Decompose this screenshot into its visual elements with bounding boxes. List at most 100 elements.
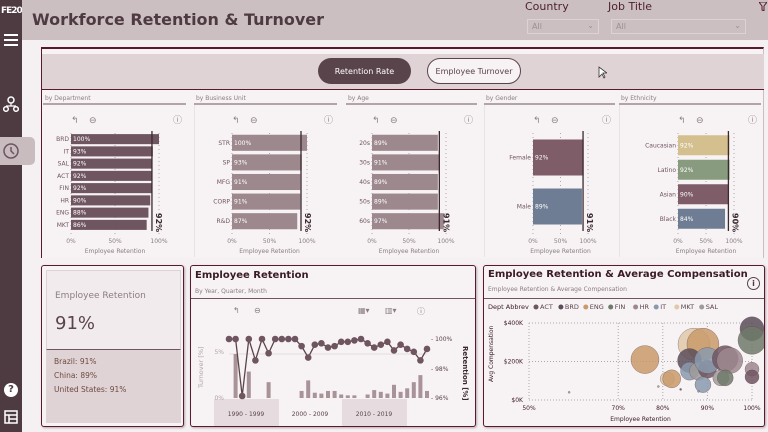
kpi-title: Employee Retention <box>55 291 146 301</box>
turnover-bar <box>425 390 429 398</box>
x-tick-label: 0% <box>66 238 76 245</box>
bar <box>232 193 301 210</box>
y-right-tick: - 96% <box>431 395 449 402</box>
kpi-card: Employee Retention 91% Brazil: 91% China… <box>41 265 184 427</box>
category-label: SP <box>223 159 231 166</box>
legend-label: SAL <box>706 303 719 311</box>
y-tick-label: $200K <box>504 359 524 366</box>
bar-chart-by-age: by Age ↰ ⊖ ⓘ 0% 50% 100% 20s 89% 30s 91% 40s 89% 50s 8… <box>346 95 477 255</box>
help-icon: ⓘ <box>173 115 182 126</box>
x-axis-title: Employee Retention <box>239 248 300 255</box>
employee-turnover-button[interactable]: Employee Turnover <box>427 58 521 84</box>
zoom-out-icon: ⊖ <box>89 116 97 126</box>
turnover-bar <box>345 395 350 398</box>
zoom-out-icon[interactable]: ⊖ <box>254 306 261 315</box>
x-tick-label: 50% <box>554 238 568 245</box>
legend-label: ACT <box>540 303 553 311</box>
bubble-hr <box>716 347 743 374</box>
y-left-tick: 0% <box>214 395 224 402</box>
x-tick-label: 0% <box>367 238 377 245</box>
x-tick-label: 50% <box>522 405 536 412</box>
help-icon[interactable]: ? <box>4 383 18 397</box>
toggle-bar: Retention Rate Employee Turnover <box>42 54 764 90</box>
kpi-country-brazil: Brazil: 91% <box>54 357 97 366</box>
clear-filter-icon[interactable] <box>759 2 767 11</box>
chart-type-icon[interactable]: ▥▾ <box>385 306 397 315</box>
data-label: 90% <box>73 197 87 204</box>
turnover-bar <box>299 390 304 398</box>
legend-label: ENG <box>590 303 604 311</box>
category-label: 60s <box>359 218 370 225</box>
data-label: 89% <box>535 204 549 211</box>
bar <box>71 134 159 145</box>
x-axis-title: Employee Retention <box>379 248 440 255</box>
bubble-it <box>694 376 712 393</box>
turnover-bar <box>312 392 317 398</box>
category-label: ENG <box>56 210 69 217</box>
data-label: 93% <box>73 148 87 155</box>
legend-label: FIN <box>615 303 626 311</box>
category-label: MFG <box>217 179 231 186</box>
average-label: 92% <box>303 213 312 232</box>
y-right-tick: - 100% <box>431 336 453 343</box>
retention-rate-button[interactable]: Retention Rate <box>318 58 411 84</box>
info-icon[interactable]: i <box>747 277 760 290</box>
bar-chart-by-business-unit: by Business Unit ↰ ⊖ ⓘ 0% 50% 100% STR 100% SP 93%… <box>194 95 337 257</box>
category-label: IT <box>64 148 70 155</box>
drill-up-icon[interactable]: ↰ <box>233 306 240 315</box>
retention-point <box>232 335 239 343</box>
data-label: 89% <box>374 179 388 186</box>
category-label: 20s <box>359 140 370 147</box>
kpi-country-china: China: 89% <box>54 371 98 380</box>
retention-point <box>357 335 365 343</box>
retention-point <box>238 392 246 400</box>
bubble-fin <box>717 369 734 387</box>
zoom-out-icon: ⊖ <box>551 116 559 126</box>
help-icon: ⓘ <box>602 115 611 126</box>
y-right-title: Retention [%] <box>461 346 469 401</box>
retention-point <box>351 337 358 344</box>
category-label: Caucasian <box>645 142 676 149</box>
page-title: Workforce Retention & Turnover <box>32 10 325 29</box>
sidebar: FE20 ? <box>0 0 35 432</box>
data-label: 93% <box>234 159 248 166</box>
retention-point <box>258 335 266 343</box>
scatter-chart: Dept Abbrev ACT BRD ENG FIN HR IT MKT SAL Avg Com… <box>488 303 764 423</box>
retention-point <box>318 339 325 347</box>
turnover-bar <box>365 394 370 398</box>
legend-label: IT <box>660 303 666 311</box>
bar <box>372 193 438 210</box>
bar <box>533 188 582 225</box>
country-value: All <box>532 22 542 31</box>
sidebar-item-history[interactable] <box>0 137 35 165</box>
turnover-bar <box>385 393 390 398</box>
x-tick-label: 0% <box>528 238 538 245</box>
x-tick-label: 80% <box>656 405 670 412</box>
period-label: 2000 - 2009 <box>292 411 329 418</box>
bar <box>71 158 152 169</box>
job-title-dropdown[interactable]: All ⌄ <box>611 19 746 34</box>
turnover-bar <box>418 375 423 398</box>
bar <box>372 173 438 191</box>
chevron-down-icon: ⌄ <box>734 21 741 30</box>
x-axis-title: Employee Retention <box>676 248 737 255</box>
bar <box>71 219 147 230</box>
menu-icon[interactable] <box>4 34 18 46</box>
calendar-icon[interactable]: ▦▾ <box>358 306 370 315</box>
bar <box>678 159 730 180</box>
bubble-it <box>697 390 700 393</box>
bubble-sal <box>567 391 571 394</box>
help-icon[interactable]: ⓘ <box>417 307 425 316</box>
country-dropdown[interactable]: All ⌄ <box>527 19 599 34</box>
card-subtitle: By Year, Quarter, Month <box>195 288 267 295</box>
turnover-bar <box>405 388 410 398</box>
bubble-fin <box>737 326 764 355</box>
data-label: 92% <box>73 185 87 192</box>
x-axis-title: Employee Retention <box>530 248 591 255</box>
org-chart-icon[interactable] <box>3 96 19 112</box>
category-label: Female <box>509 155 531 162</box>
data-label: 91% <box>374 159 388 166</box>
retention-point <box>225 335 233 343</box>
layout-icon[interactable] <box>4 410 18 424</box>
y-left-tick: 5% <box>214 349 224 356</box>
